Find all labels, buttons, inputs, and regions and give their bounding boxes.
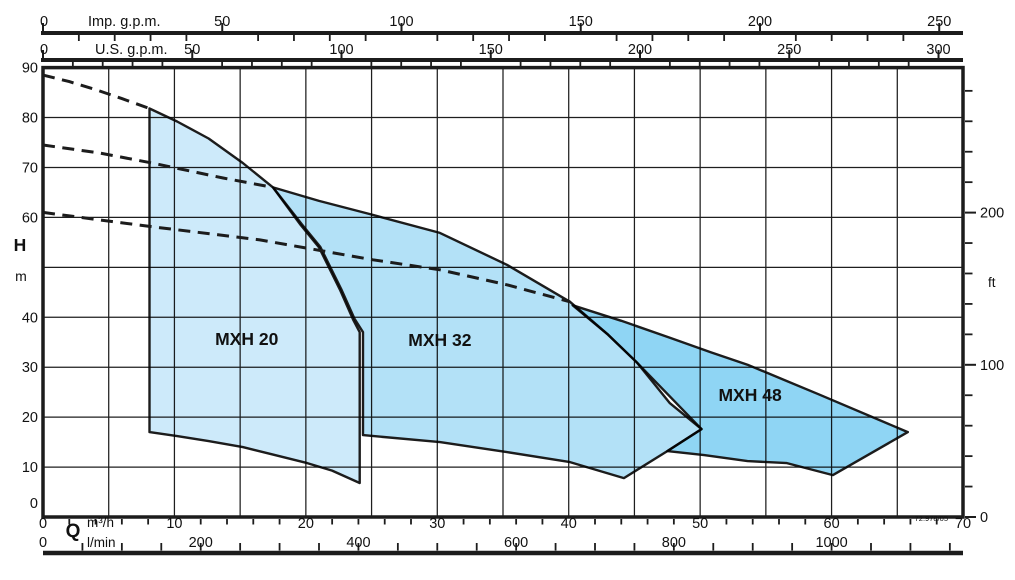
mxh-32-extrapolation-dashed-curve [42,143,274,189]
svg-text:600: 600 [504,535,528,551]
svg-text:100: 100 [389,14,413,30]
svg-text:0: 0 [980,510,988,526]
region-label-mxh-20: MXH 20 [215,329,278,349]
mxh-48-extrapolation-dashed-curve [42,210,571,304]
svg-text:30: 30 [429,516,445,532]
top-axis-imp_gpm: 0 50 100 150 200 250 Imp. g.p.m. [40,14,963,41]
svg-text:100: 100 [980,358,1004,374]
svg-text:50: 50 [184,42,200,58]
svg-text:10: 10 [22,460,38,476]
svg-text:200: 200 [748,14,772,30]
bottom-axis-lmin: 0 200 400 600 800 1000 [39,535,963,556]
reference-note: 72.978/05 [915,514,948,523]
plot-border [41,65,965,519]
mxh-20-extrapolation-dashed-curve [42,73,151,110]
svg-text:400: 400 [346,535,370,551]
svg-text:60: 60 [824,516,840,532]
axis-unit-m: m [15,268,27,284]
pump-envelope-regions [148,107,909,485]
svg-text:150: 150 [569,14,593,30]
axis-title-q: Q [66,521,81,542]
right-axis-ft: 200 100 0 ft [965,89,1004,526]
svg-text:40: 40 [22,310,38,326]
region-label-mxh-48: MXH 48 [718,385,781,405]
svg-text:150: 150 [479,42,503,58]
axis-title-us_gpm: U.S. g.p.m. [95,42,168,58]
svg-text:10: 10 [166,516,182,532]
svg-text:0: 0 [39,516,47,532]
region-mxh-48 [571,304,909,477]
axis-title-ft: ft [988,275,996,290]
dashed-extrapolation-curves [42,73,571,304]
svg-text:50: 50 [214,14,230,30]
axis-unit-lmin: l/min [87,535,116,550]
svg-text:0: 0 [30,496,38,512]
svg-text:30: 30 [22,360,38,376]
svg-text:40: 40 [561,516,577,532]
svg-text:250: 250 [777,42,801,58]
svg-text:100: 100 [329,42,353,58]
svg-text:1000: 1000 [815,535,847,551]
svg-text:200: 200 [189,535,213,551]
svg-text:60: 60 [22,210,38,226]
left-axis-h-m: 90 80 70 60 40 30 20 10 0 Hm [14,61,38,512]
svg-text:300: 300 [926,42,950,58]
svg-text:70: 70 [955,516,971,532]
svg-text:0: 0 [40,42,48,58]
region-mxh-20 [148,107,361,485]
svg-text:200: 200 [628,42,652,58]
svg-text:80: 80 [22,111,38,127]
svg-text:70: 70 [22,160,38,176]
svg-text:250: 250 [927,14,951,30]
bottom-axis-m3h: 0 10 20 30 40 50 60 70 [39,516,971,532]
top-axis-us_gpm: 0 50 100 150 200 250 300 U.S. g.p.m. [40,42,963,68]
region-labels: MXH 20 MXH 32 MXH 48 [215,329,782,405]
axis-title-h: H [14,235,27,255]
svg-text:20: 20 [298,516,314,532]
svg-text:800: 800 [662,535,686,551]
axis-title-imp_gpm: Imp. g.p.m. [88,14,161,30]
svg-text:0: 0 [39,535,47,551]
svg-text:90: 90 [22,61,38,77]
region-label-mxh-32: MXH 32 [408,330,471,350]
svg-text:0: 0 [40,14,48,30]
svg-text:50: 50 [692,516,708,532]
svg-text:20: 20 [22,410,38,426]
svg-text:200: 200 [980,206,1004,222]
axis-unit-m3h: m³/h [87,515,114,530]
